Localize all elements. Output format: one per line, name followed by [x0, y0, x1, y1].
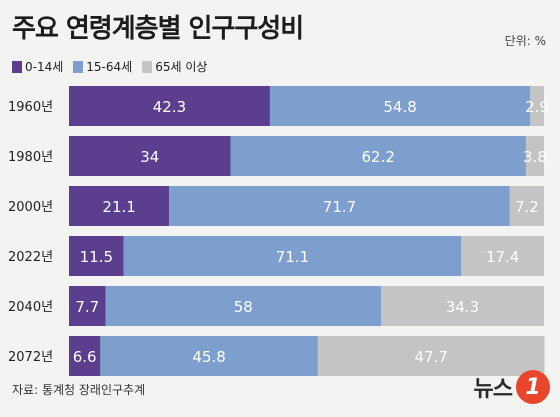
legend-item-0-14: 0-14세 — [12, 58, 63, 75]
bar-segment-0-14 — [69, 286, 106, 326]
bar-segment-0-14 — [69, 336, 101, 376]
data-label-15-64: 58 — [234, 298, 253, 316]
bar-segment-15-64 — [100, 336, 318, 376]
category-label: 2072년 — [8, 350, 53, 365]
data-label-0-14: 7.7 — [75, 298, 99, 316]
data-label-15-64: 62.2 — [362, 148, 395, 166]
bar-segment-65-plus — [317, 336, 545, 376]
bar-segment-0-14 — [69, 86, 270, 126]
category-label: 2040년 — [8, 300, 53, 315]
data-label-0-14: 11.5 — [80, 248, 113, 266]
bar-segment-0-14 — [69, 236, 124, 276]
news1-logo: 뉴스 1 — [474, 370, 550, 404]
legend-swatch-65-plus — [142, 60, 153, 73]
data-label-65-plus: 17.4 — [486, 248, 519, 266]
data-label-65-plus: 34.3 — [446, 298, 479, 316]
bar-segment-0-14 — [69, 136, 231, 176]
bar-segment-15-64 — [169, 186, 510, 226]
legend-item-65-plus: 65세 이상 — [142, 58, 207, 75]
chart-title: 주요 연령계층별 인구구성비 — [12, 14, 304, 44]
legend-label-15-64: 15-64세 — [86, 60, 133, 74]
data-label-65-plus: 7.2 — [515, 198, 539, 216]
data-label-15-64: 71.7 — [323, 198, 356, 216]
category-label: 2022년 — [8, 250, 53, 265]
bar-segment-65-plus — [525, 136, 544, 176]
bar-segment-15-64 — [123, 236, 462, 276]
bar-segment-65-plus — [461, 236, 544, 276]
bar-segment-15-64 — [105, 286, 382, 326]
data-label-0-14: 21.1 — [102, 198, 135, 216]
category-label: 1960년 — [8, 100, 53, 115]
source-note: 자료: 통계청 장래인구추계 — [12, 383, 146, 397]
data-label-65-plus: 3.8 — [523, 148, 547, 166]
unit-label: 단위: % — [504, 34, 546, 48]
data-label-15-64: 45.8 — [192, 348, 225, 366]
bar-segment-15-64 — [269, 86, 531, 126]
logo-mark: 1 — [516, 370, 550, 404]
category-label: 1980년 — [8, 150, 53, 165]
legend-swatch-15-64 — [73, 60, 84, 73]
legend-label-65-plus: 65세 이상 — [155, 60, 208, 74]
logo-text: 뉴스 — [473, 377, 513, 402]
data-label-65-plus: 47.7 — [414, 348, 447, 366]
bar-segment-65-plus — [381, 286, 544, 326]
data-label-0-14: 34 — [140, 148, 159, 166]
legend-item-15-64: 15-64세 — [73, 58, 132, 75]
legend-swatch-0-14 — [12, 60, 22, 73]
data-label-0-14: 6.6 — [73, 348, 97, 366]
bar-segment-0-14 — [69, 186, 170, 226]
data-label-65-plus: 2.9 — [525, 98, 549, 116]
data-label-15-64: 54.8 — [383, 98, 416, 116]
data-label-0-14: 42.3 — [153, 98, 186, 116]
data-label-15-64: 71.1 — [276, 248, 309, 266]
category-label: 2000년 — [8, 200, 53, 215]
legend: 0-14세 15-64세 65세 이상 — [12, 58, 207, 75]
bar-segment-65-plus — [530, 86, 544, 126]
bar-segment-65-plus — [509, 186, 544, 226]
bar-segment-15-64 — [230, 136, 526, 176]
legend-label-0-14: 0-14세 — [25, 60, 64, 74]
